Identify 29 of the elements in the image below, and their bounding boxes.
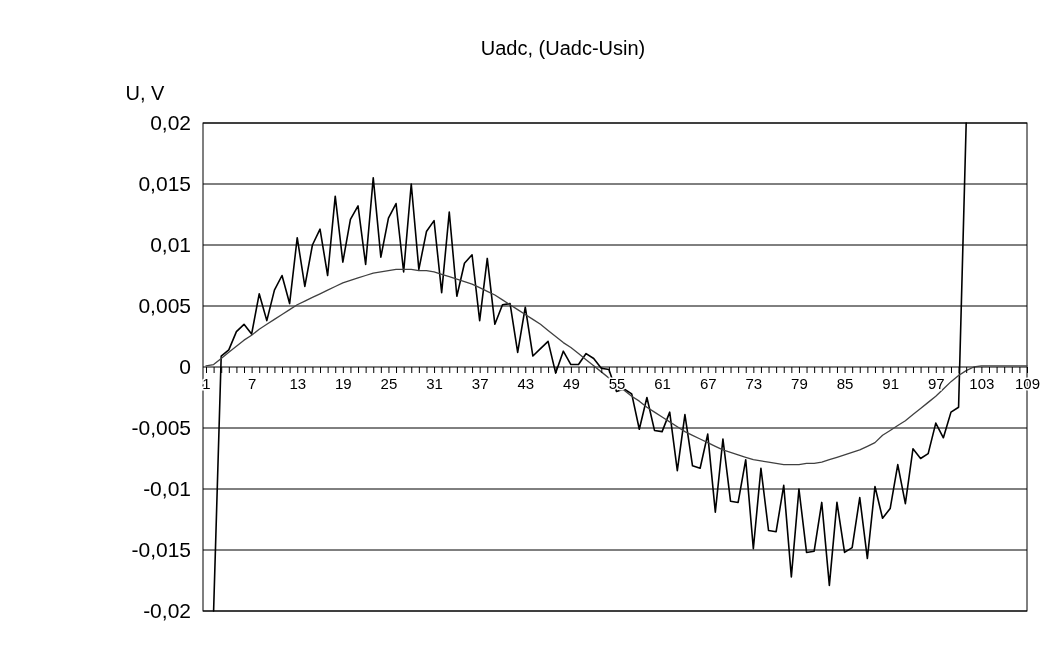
x-tick-label: 91 — [882, 374, 900, 392]
x-tick-label: 79 — [791, 374, 808, 392]
y-tick-label: -0,015 — [131, 538, 191, 562]
x-tick-label: 19 — [334, 374, 352, 392]
x-tick-label: 43 — [517, 374, 535, 392]
x-tick-label: 37 — [471, 374, 489, 392]
x-tick-label: 1 — [202, 374, 211, 392]
x-tick-label: 109 — [1014, 374, 1041, 392]
y-tick-label: 0,015 — [138, 172, 191, 196]
y-tick-label: 0 — [179, 355, 191, 379]
x-tick-label: 31 — [426, 374, 443, 392]
x-tick-label: 73 — [745, 374, 763, 392]
chart-title: Uadc, (Uadc-Usin) — [480, 37, 646, 59]
y-tick-label: -0,005 — [131, 416, 191, 440]
y-tick-label: -0,01 — [143, 477, 191, 501]
y-axis-title: U, V — [125, 82, 166, 104]
y-tick-label: -0,02 — [143, 599, 191, 623]
x-tick-label: 85 — [836, 374, 854, 392]
x-tick-label: 13 — [289, 374, 307, 392]
y-tick-label: 0,005 — [138, 294, 191, 318]
x-tick-label: 67 — [699, 374, 717, 392]
y-tick-label: 0,01 — [150, 233, 191, 257]
y-tick-label: 0,02 — [150, 111, 191, 135]
x-tick-label: 7 — [247, 374, 257, 392]
x-tick-label: 61 — [654, 374, 671, 392]
x-tick-label: 103 — [969, 374, 995, 392]
x-tick-label: 49 — [563, 374, 580, 392]
x-tick-label: 25 — [380, 374, 398, 392]
x-tick-label: 97 — [927, 374, 945, 392]
